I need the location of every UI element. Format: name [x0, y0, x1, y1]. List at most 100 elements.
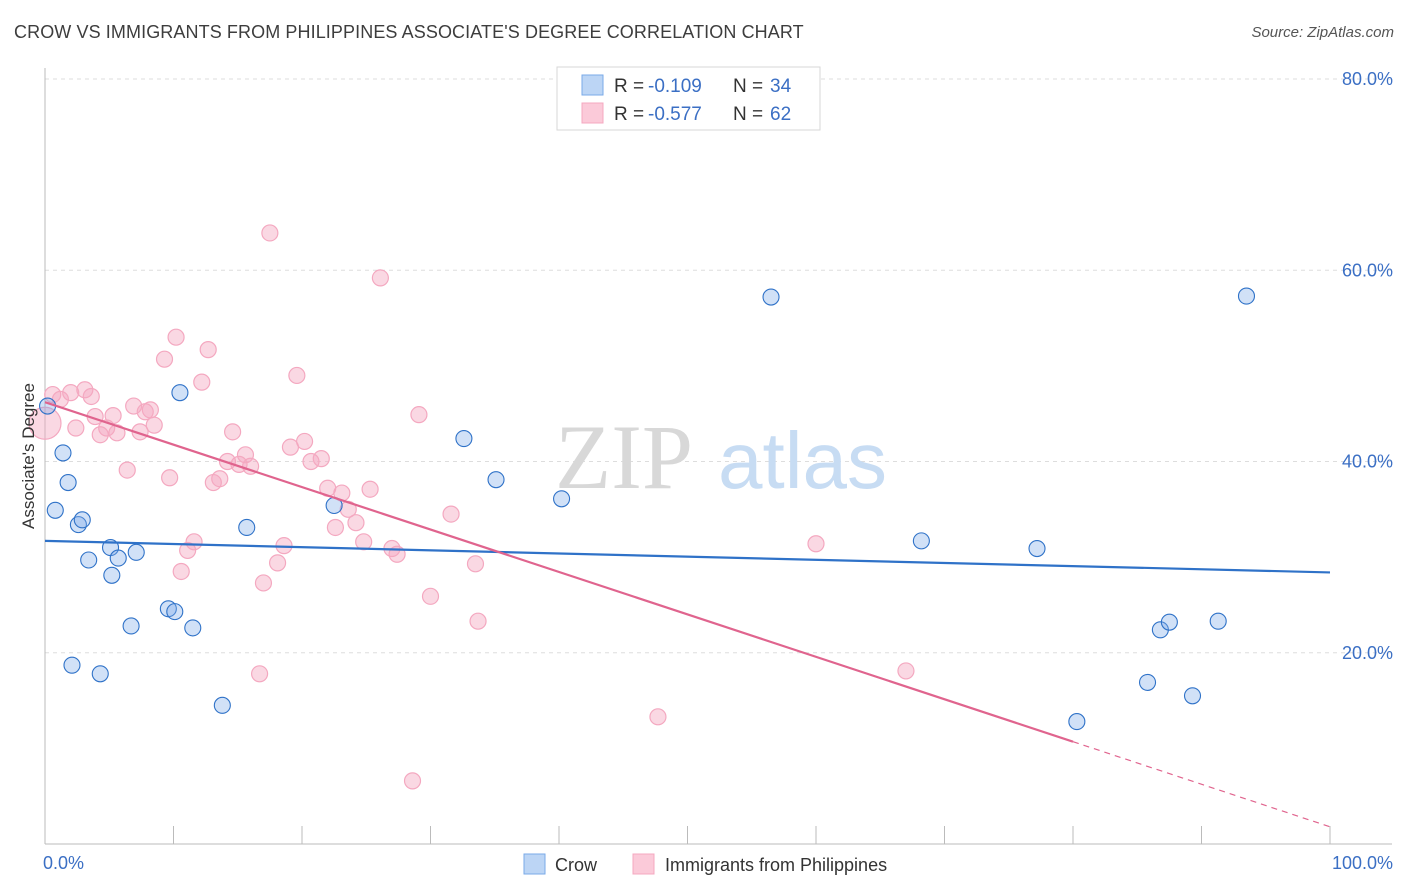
- trend-line-crow: [44, 539, 1331, 574]
- data-point-crow: [1183, 687, 1202, 705]
- data-point-philippines: [185, 533, 203, 551]
- data-point-philippines: [302, 452, 320, 471]
- legend-r-value-philippines: -0.577: [648, 104, 702, 125]
- data-point-crow: [54, 444, 72, 462]
- data-point-philippines: [371, 269, 389, 287]
- data-point-philippines: [172, 562, 190, 581]
- legend-r-value-crow: -0.109: [648, 76, 702, 97]
- data-point-philippines: [410, 406, 428, 424]
- data-point-crow: [762, 288, 780, 306]
- data-point-philippines: [312, 450, 330, 468]
- x-tick-label: 100.0%: [1332, 853, 1393, 873]
- data-point-crow: [80, 551, 98, 569]
- data-point-philippines: [193, 373, 211, 391]
- data-point-philippines: [295, 432, 314, 451]
- data-point-philippines: [469, 612, 487, 630]
- data-point-philippines: [421, 587, 440, 605]
- legend-bottom-label-philippines: Immigrants from Philippines: [665, 855, 887, 875]
- data-point-philippines: [347, 514, 365, 532]
- data-point-philippines: [403, 772, 422, 790]
- data-point-crow: [91, 665, 109, 683]
- chart-title: CROW VS IMMIGRANTS FROM PHILIPPINES ASSO…: [14, 22, 804, 42]
- data-point-philippines: [76, 381, 94, 399]
- trend-lines: [44, 401, 1331, 828]
- watermark-atlas: atlas: [718, 416, 887, 505]
- data-point-philippines: [224, 423, 242, 441]
- data-point-crow: [1138, 673, 1157, 691]
- x-tick-label: 0.0%: [43, 853, 84, 873]
- data-point-crow: [171, 384, 189, 402]
- data-point-philippines: [161, 469, 179, 487]
- axes: [44, 68, 1392, 845]
- data-point-philippines: [118, 461, 136, 479]
- data-point-philippines: [104, 407, 122, 425]
- y-tick-label: 40.0%: [1342, 452, 1393, 472]
- data-point-crow: [487, 471, 505, 489]
- legend-r-label-2: R =: [614, 104, 644, 125]
- legend-bottom-swatch-philippines: [632, 853, 655, 875]
- data-point-philippines: [288, 366, 306, 385]
- legend-n-label-2: N =: [733, 104, 763, 125]
- watermark-zip: ZIP: [555, 406, 693, 508]
- data-point-crow: [455, 429, 473, 448]
- data-point-philippines: [442, 505, 460, 523]
- data-point-crow: [184, 619, 202, 637]
- data-point-philippines: [250, 665, 269, 683]
- source-label: Source: ZipAtlas.com: [1251, 24, 1394, 41]
- data-point-crow: [46, 501, 64, 519]
- data-point-crow: [73, 511, 91, 529]
- data-point-philippines: [167, 328, 185, 346]
- series-crow-points: [39, 287, 1256, 731]
- gridlines: [45, 78, 1392, 654]
- data-point-philippines: [141, 401, 159, 419]
- data-point-crow: [912, 532, 930, 550]
- correlation-legend: R = -0.109 N = 34 R = -0.577 N = 62: [556, 66, 821, 131]
- data-point-crow: [1028, 539, 1046, 558]
- watermark: ZIP atlas: [555, 406, 887, 508]
- y-tick-label: 60.0%: [1342, 260, 1393, 280]
- legend-n-value-crow: 34: [770, 76, 792, 97]
- data-point-crow: [553, 490, 571, 508]
- data-point-philippines: [91, 426, 109, 444]
- data-point-philippines: [807, 535, 825, 553]
- data-point-crow: [1068, 713, 1086, 731]
- data-point-philippines: [199, 341, 217, 359]
- tick-labels: 20.0% 40.0% 60.0% 80.0% 0.0% 100.0%: [43, 69, 1393, 873]
- data-point-crow: [1209, 612, 1227, 630]
- data-point-philippines: [67, 419, 85, 437]
- data-point-crow: [166, 603, 184, 621]
- legend-n-label-1: N =: [733, 76, 763, 97]
- data-point-philippines: [155, 350, 174, 368]
- data-point-philippines: [62, 384, 80, 402]
- data-point-crow: [1237, 287, 1256, 305]
- trend-line-philippines: [44, 401, 1074, 743]
- legend-r-label-1: R =: [614, 76, 644, 97]
- data-point-philippines: [361, 480, 379, 498]
- legend-bottom-label-crow: Crow: [555, 855, 598, 875]
- data-point-philippines: [254, 574, 273, 592]
- data-point-philippines: [108, 424, 126, 442]
- data-point-philippines: [211, 470, 229, 488]
- series-legend: Crow Immigrants from Philippines: [523, 853, 887, 875]
- trend-line-philippines-extension: [1072, 741, 1331, 828]
- legend-n-value-philippines: 62: [770, 104, 791, 125]
- data-point-crow: [103, 566, 121, 584]
- data-point-philippines: [28, 406, 62, 440]
- data-point-philippines: [466, 555, 485, 573]
- data-point-crow: [122, 617, 140, 635]
- data-point-philippines: [649, 708, 667, 726]
- legend-swatch-philippines: [581, 102, 604, 124]
- data-point-philippines: [897, 662, 915, 680]
- data-point-philippines: [268, 554, 287, 572]
- y-axis-title: Associate's Degree: [19, 383, 38, 529]
- data-point-philippines: [261, 224, 279, 242]
- data-point-crow: [238, 518, 256, 537]
- y-tick-label: 80.0%: [1342, 69, 1393, 89]
- series-philippines-points: [28, 224, 915, 790]
- y-tick-label: 20.0%: [1342, 643, 1393, 663]
- data-point-crow: [213, 696, 231, 714]
- data-point-philippines: [355, 533, 373, 551]
- data-point-crow: [1160, 613, 1178, 631]
- data-point-philippines: [82, 387, 100, 406]
- data-point-philippines: [179, 541, 197, 560]
